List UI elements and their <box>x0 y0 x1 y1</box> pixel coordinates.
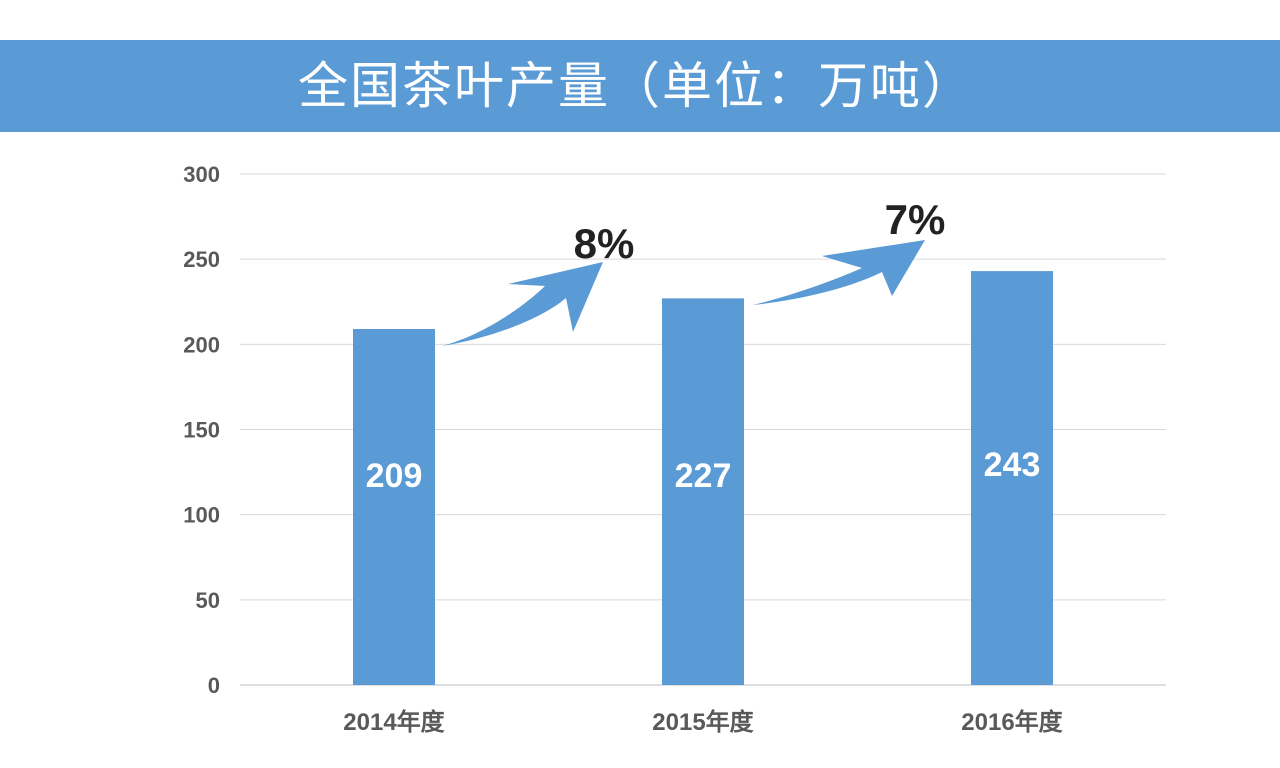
labels: 0 50 100 150 200 250 300 209 2014年度 227 2015年度 243 2… <box>183 162 1063 736</box>
y-tick-label: 300 <box>183 162 220 187</box>
y-tick-label: 0 <box>208 673 220 698</box>
data-label: 227 <box>675 457 732 495</box>
y-tick-label: 200 <box>183 332 220 357</box>
y-tick-label: 50 <box>196 588 220 613</box>
growth-arrows <box>442 240 925 346</box>
growth-arrow <box>753 240 925 305</box>
title-banner <box>0 40 1280 132</box>
data-label: 243 <box>984 446 1041 484</box>
growth-percent-label: 7% <box>885 196 946 243</box>
growth-percent-label: 8% <box>574 220 635 267</box>
y-tick-label: 150 <box>183 418 220 443</box>
data-label: 209 <box>366 457 423 495</box>
chart-title: 全国茶叶产量（单位：万吨） <box>298 57 974 115</box>
x-tick-label: 2015年度 <box>652 708 754 736</box>
bar-2014年度 <box>353 329 435 685</box>
x-tick-label: 2016年度 <box>961 708 1063 736</box>
growth-arrow <box>442 262 603 346</box>
bar-2016年度 <box>971 271 1053 685</box>
x-tick-label: 2014年度 <box>343 708 445 736</box>
bars <box>353 271 1053 685</box>
y-tick-label: 100 <box>183 503 220 528</box>
y-tick-label: 250 <box>183 247 220 272</box>
bar-2015年度 <box>662 298 744 685</box>
